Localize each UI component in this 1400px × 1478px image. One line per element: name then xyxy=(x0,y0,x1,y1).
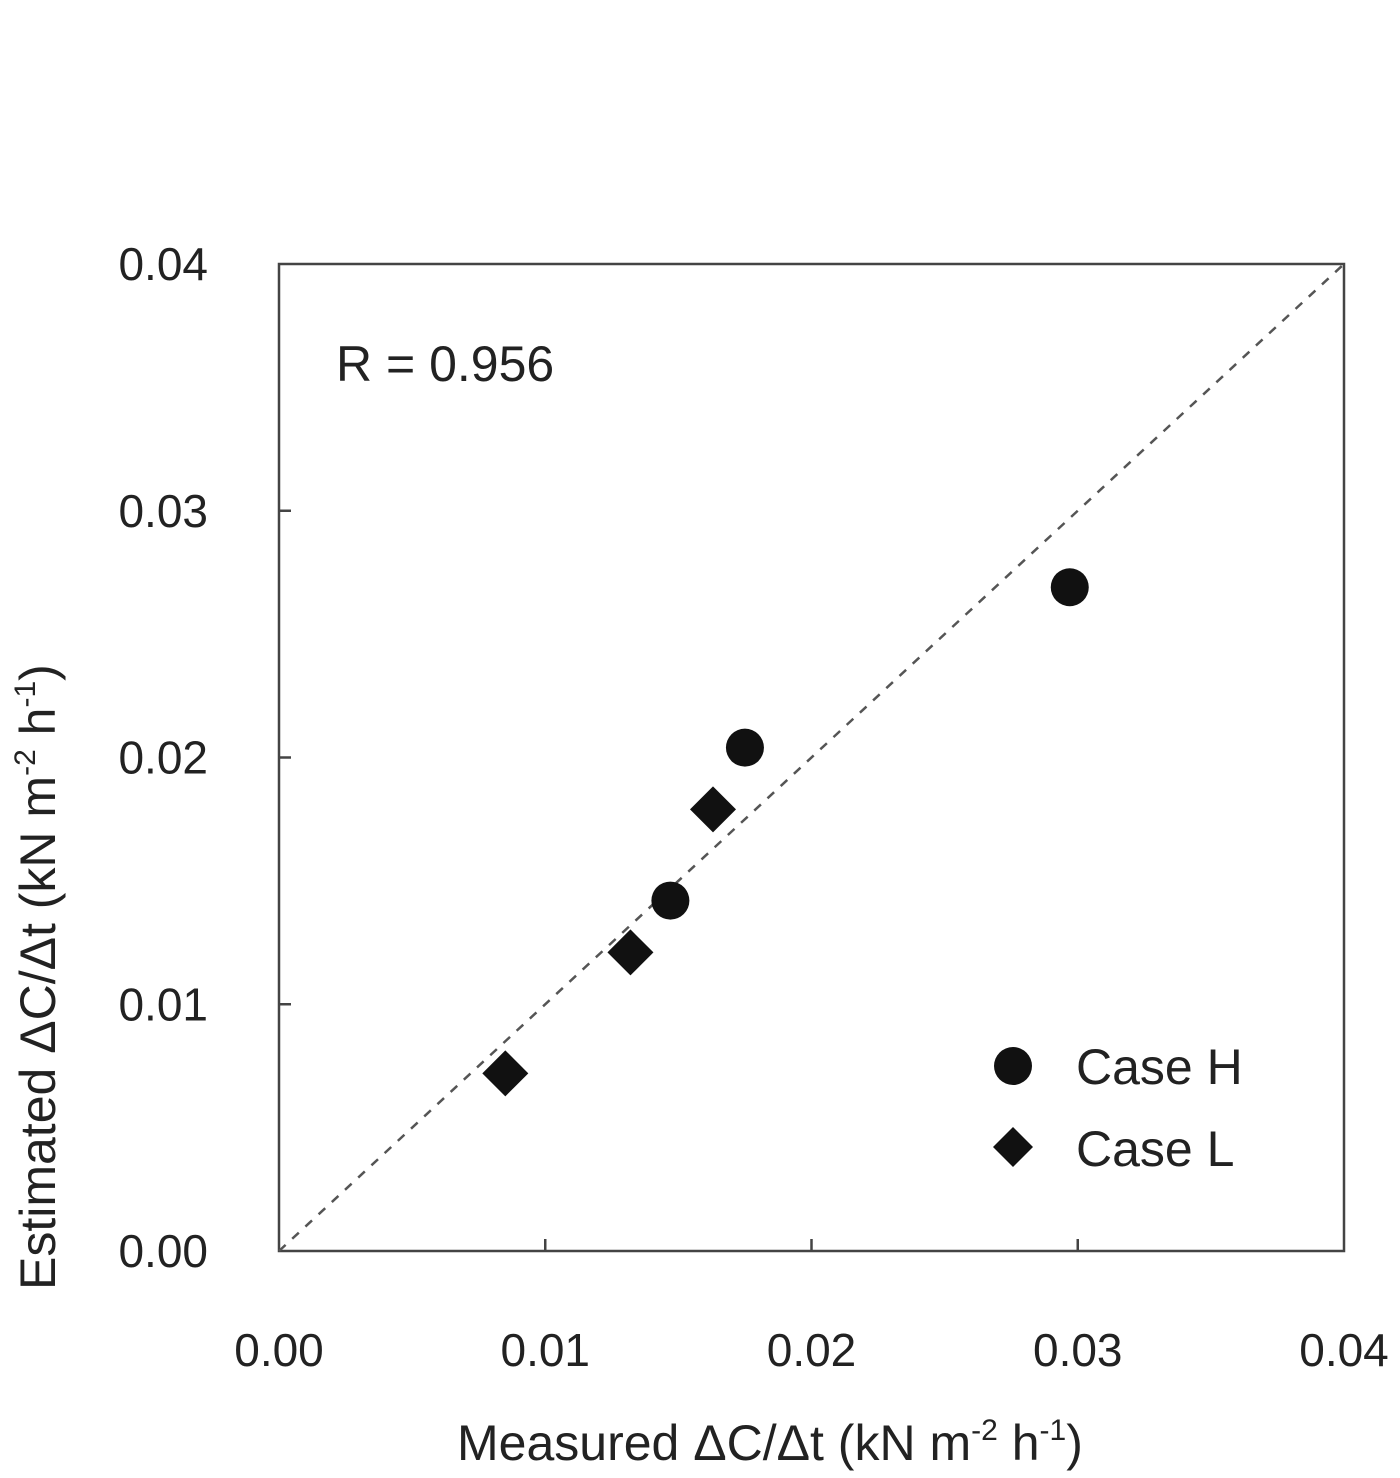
y-tick-label: 0.01 xyxy=(118,978,208,1030)
case-h-point xyxy=(725,728,764,767)
x-tick-label: 0.01 xyxy=(500,1324,590,1376)
case-l-point xyxy=(607,929,654,976)
x-axis-title-main: Measured ΔC/Δt (kN m xyxy=(457,1415,971,1471)
x-axis-title-end: ) xyxy=(1066,1415,1083,1471)
x-axis-title-sup2: -1 xyxy=(1040,1414,1067,1447)
x-axis-title-sup1: -2 xyxy=(971,1414,998,1447)
y-tick-label: 0.04 xyxy=(118,238,208,290)
x-tick-label: 0.00 xyxy=(234,1324,324,1376)
x-tick-label: 0.04 xyxy=(1299,1324,1389,1376)
data-points xyxy=(482,568,1089,1097)
case-h-point xyxy=(651,881,690,920)
case-l-point xyxy=(482,1050,529,1097)
y-axis-ticks: 0.00 0.01 0.02 0.03 0.04 xyxy=(118,238,291,1277)
legend: Case H Case L xyxy=(993,1039,1243,1177)
y-axis-title-main: Estimated ΔC/Δt (kN m xyxy=(10,776,66,1290)
case-l-point xyxy=(689,786,736,833)
x-tick-label: 0.02 xyxy=(767,1324,857,1376)
y-axis-title-mid: h xyxy=(10,708,66,750)
y-axis-title-sup2: -1 xyxy=(9,681,42,708)
y-axis-title: Estimated ΔC/Δt (kN m-2 h-1) xyxy=(9,664,66,1290)
y-axis-title-sup1: -2 xyxy=(9,749,42,776)
correlation-annotation: R = 0.956 xyxy=(336,336,554,392)
legend-label-case-l: Case L xyxy=(1076,1121,1234,1177)
case-h-point xyxy=(1050,568,1089,607)
x-axis-title-mid: h xyxy=(998,1415,1040,1471)
x-axis-ticks: 0.00 0.01 0.02 0.03 0.04 xyxy=(234,1239,1389,1376)
legend-circle-marker xyxy=(994,1047,1032,1085)
y-tick-label: 0.02 xyxy=(118,732,208,784)
y-tick-label: 0.03 xyxy=(118,485,208,537)
y-tick-label: 0.00 xyxy=(118,1225,208,1277)
x-axis-title: Measured ΔC/Δt (kN m-2 h-1) xyxy=(457,1414,1083,1471)
legend-diamond-marker xyxy=(993,1127,1033,1167)
legend-label-case-h: Case H xyxy=(1076,1039,1243,1095)
y-axis-title-end: ) xyxy=(10,664,66,681)
one-to-one-reference-line xyxy=(278,263,1345,1252)
x-tick-label: 0.03 xyxy=(1033,1324,1123,1376)
